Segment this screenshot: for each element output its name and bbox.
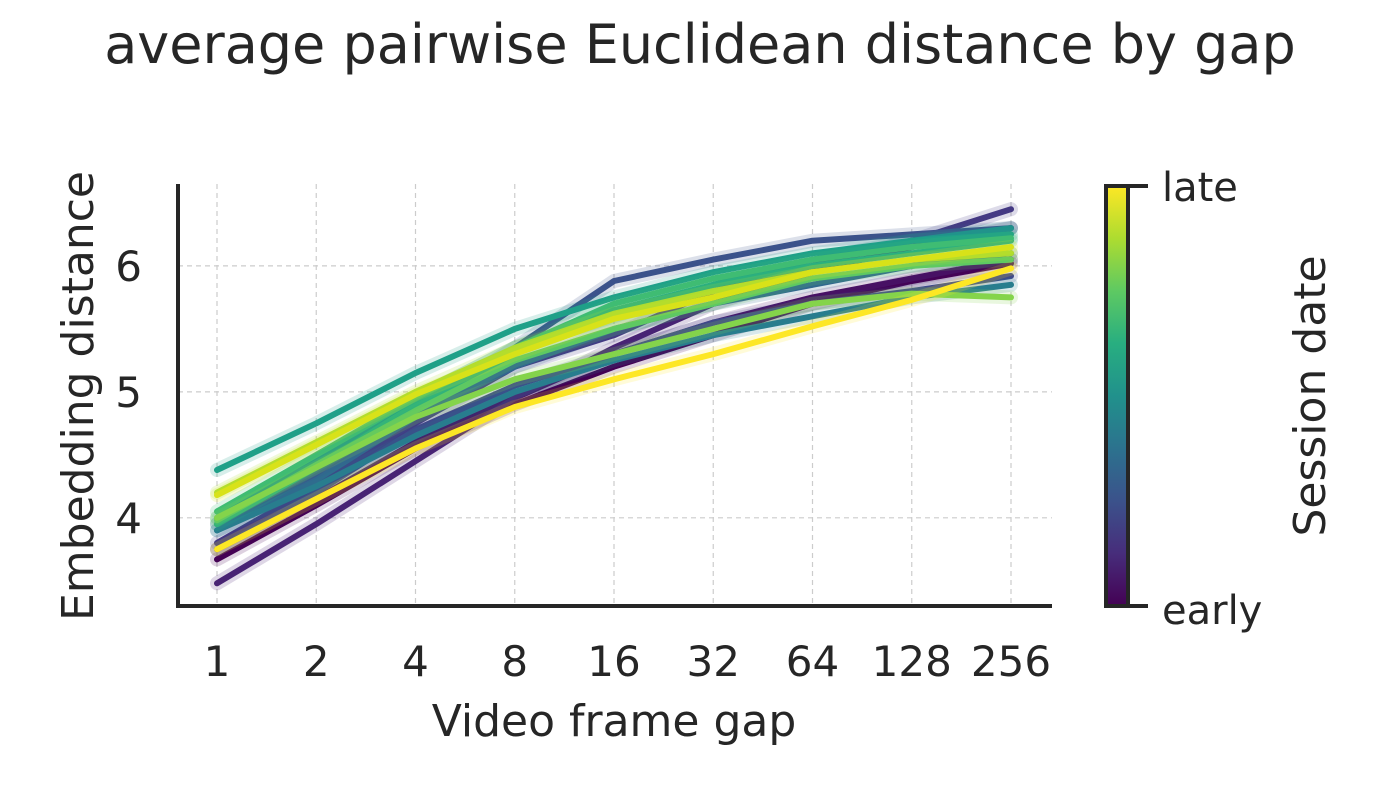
x-tick-label: 64 xyxy=(786,637,839,686)
y-tick-label: 5 xyxy=(115,368,142,417)
y-ticks: 4 5 6 xyxy=(115,242,142,543)
colorbar-tick-label-late: late xyxy=(1162,165,1238,211)
chart-title: average pairwise Euclidean distance by g… xyxy=(104,13,1296,76)
x-tick-label: 128 xyxy=(872,637,952,686)
colorbar-tick-label-early: early xyxy=(1162,588,1262,634)
x-tick-label: 8 xyxy=(501,637,528,686)
series-line xyxy=(214,235,1014,515)
series-line xyxy=(214,265,1014,553)
x-tick-label: 256 xyxy=(971,637,1051,686)
x-tick-label: 1 xyxy=(204,637,231,686)
series-line xyxy=(214,281,1014,534)
y-axis-label: Embedding distance xyxy=(53,171,104,621)
colorbar: late early Session date xyxy=(1104,165,1336,634)
series-line xyxy=(214,256,1014,524)
series-line xyxy=(214,244,1014,499)
series-line xyxy=(214,290,1014,521)
x-tick-label: 16 xyxy=(587,637,640,686)
x-tick-label: 4 xyxy=(402,637,429,686)
series-line xyxy=(214,231,1014,473)
x-tick-label: 32 xyxy=(687,637,740,686)
series-lines xyxy=(210,202,1018,591)
colorbar-gradient xyxy=(1104,184,1130,608)
x-ticks: 1 2 4 8 16 32 64 128 256 xyxy=(204,637,1051,686)
series-line xyxy=(214,260,1014,563)
x-axis-label: Video frame gap xyxy=(432,696,797,747)
x-tick-label: 2 xyxy=(303,637,330,686)
y-tick-label: 4 xyxy=(115,494,142,543)
y-tick-label: 6 xyxy=(115,242,142,291)
colorbar-label: Session date xyxy=(1285,255,1336,536)
